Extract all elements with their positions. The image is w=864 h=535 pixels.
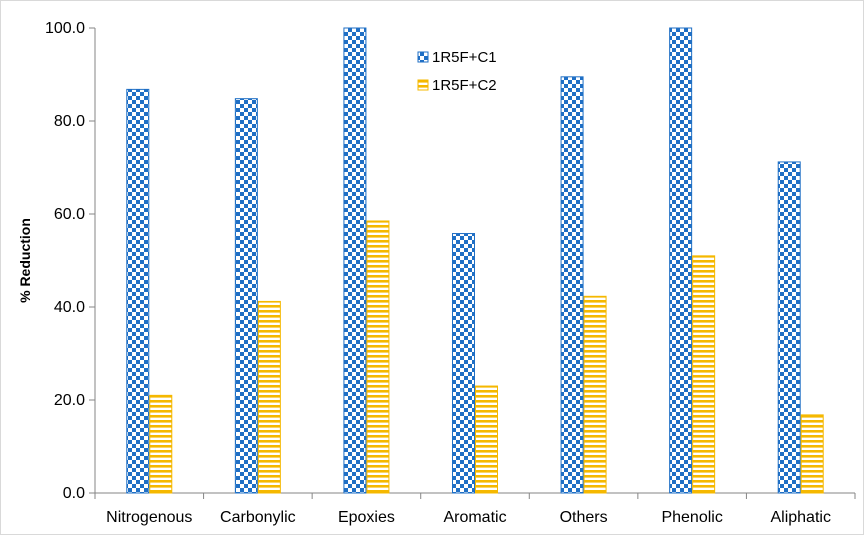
y-tick-label: 20.0 bbox=[54, 392, 85, 409]
x-category-label: Nitrogenous bbox=[106, 509, 192, 526]
bar-series2 bbox=[257, 300, 281, 494]
bar-series1 bbox=[343, 27, 367, 494]
y-tick-label: 60.0 bbox=[54, 206, 85, 223]
bar-series1 bbox=[560, 76, 584, 494]
legend-swatch-series2 bbox=[417, 79, 429, 91]
legend-label-series1: 1R5F+C1 bbox=[432, 49, 497, 66]
bar-series2 bbox=[366, 220, 390, 494]
bar-series1 bbox=[234, 98, 258, 494]
legend-label-series2: 1R5F+C2 bbox=[432, 77, 497, 94]
bar-series1 bbox=[452, 233, 475, 494]
x-category-label: Aromatic bbox=[443, 509, 506, 526]
bar-series2 bbox=[800, 414, 824, 494]
bar-series1 bbox=[777, 161, 801, 494]
x-category-label: Carbonylic bbox=[220, 509, 296, 526]
bar-series2 bbox=[583, 295, 607, 494]
y-axis-title: % Reduction bbox=[17, 218, 33, 303]
bar-series2 bbox=[475, 385, 498, 494]
x-category-label: Aliphatic bbox=[770, 509, 830, 526]
x-category-label: Phenolic bbox=[661, 509, 722, 526]
y-tick-label: 80.0 bbox=[54, 113, 85, 130]
y-tick-label: 40.0 bbox=[54, 299, 85, 316]
y-tick-label: 0.0 bbox=[63, 485, 85, 502]
x-category-label: Others bbox=[560, 509, 608, 526]
bar-series2 bbox=[149, 394, 173, 494]
bar-series2 bbox=[692, 255, 716, 494]
bar-series1 bbox=[126, 88, 150, 494]
bar-series1 bbox=[669, 27, 693, 494]
legend-swatch-series1 bbox=[417, 51, 429, 63]
x-category-label: Epoxies bbox=[338, 509, 395, 526]
y-tick-label: 100.0 bbox=[45, 20, 85, 37]
